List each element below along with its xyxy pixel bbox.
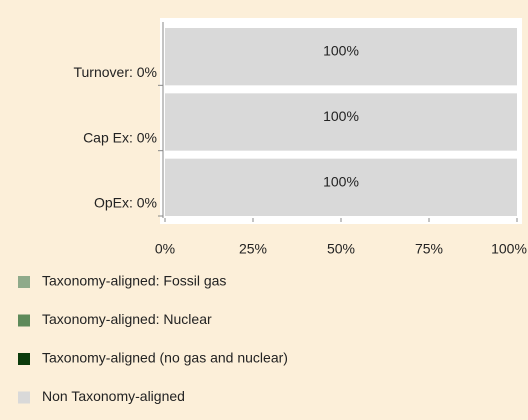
x-tick-label: 25% xyxy=(239,241,267,257)
legend-swatch xyxy=(18,276,30,288)
x-tick-label: 0% xyxy=(155,241,175,257)
y-tick-label: Turnover: 0% xyxy=(73,64,157,80)
legend-swatch xyxy=(18,391,30,404)
y-tick-label: OpEx: 0% xyxy=(94,195,157,211)
value-label: 100% xyxy=(323,173,359,189)
legend-label: Non Taxonomy-aligned xyxy=(42,388,185,404)
bar-segment xyxy=(165,28,517,86)
legend-swatch xyxy=(18,314,30,327)
bar-segment xyxy=(165,93,517,151)
bar-segment xyxy=(165,158,517,216)
y-tick-label: Cap Ex: 0% xyxy=(83,129,157,145)
legend-label: Taxonomy-aligned: Fossil gas xyxy=(42,273,226,289)
legend-label: Taxonomy-aligned: Nuclear xyxy=(42,311,212,327)
x-tick-label: 75% xyxy=(415,241,443,257)
value-label: 100% xyxy=(323,43,359,59)
legend-swatch xyxy=(18,353,30,365)
legend-label: Taxonomy-aligned (no gas and nuclear) xyxy=(42,350,288,366)
value-label: 100% xyxy=(323,108,359,124)
x-tick-label: 50% xyxy=(327,241,355,257)
x-tick-label: 100% xyxy=(491,241,527,257)
